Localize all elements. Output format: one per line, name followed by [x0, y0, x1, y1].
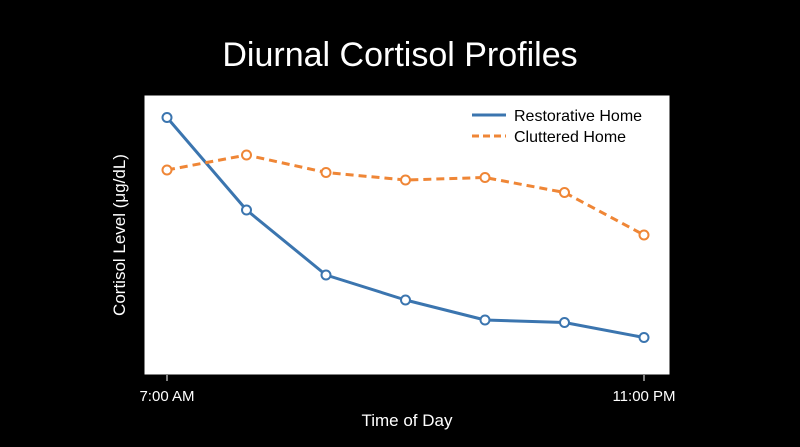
legend: Restorative Home Cluttered Home: [472, 108, 642, 146]
plot-area: [143, 94, 671, 376]
data-point-s2-1: [161, 164, 173, 176]
data-point-s1-7: [638, 332, 650, 343]
data-point-s2-5: [479, 172, 491, 183]
data-point-s1-3: [320, 269, 332, 281]
data-point-s2-7: [638, 229, 650, 241]
data-point-s1-1: [161, 112, 173, 123]
data-point-s2-4: [400, 174, 411, 186]
x-tick-label-first: 7:00 AM: [139, 388, 194, 405]
chart-title: Diurnal Cortisol Profiles: [222, 36, 577, 74]
x-axis-label: Time of Day: [361, 411, 453, 430]
legend-label-restorative: Restorative Home: [514, 108, 642, 125]
data-point-s1-4: [400, 294, 411, 306]
data-point-s1-2: [241, 204, 252, 216]
series-layer: [161, 112, 650, 343]
data-point-s1-5: [479, 314, 491, 326]
y-axis-label: Cortisol Level (μg/dL): [110, 154, 129, 316]
data-point-s2-2: [241, 149, 252, 161]
legend-label-cluttered: Cluttered Home: [514, 129, 626, 146]
data-point-s1-6: [559, 317, 570, 328]
data-point-s2-3: [320, 167, 332, 178]
data-point-s2-6: [559, 187, 570, 198]
x-tick-label-last: 11:00 PM: [612, 388, 675, 405]
